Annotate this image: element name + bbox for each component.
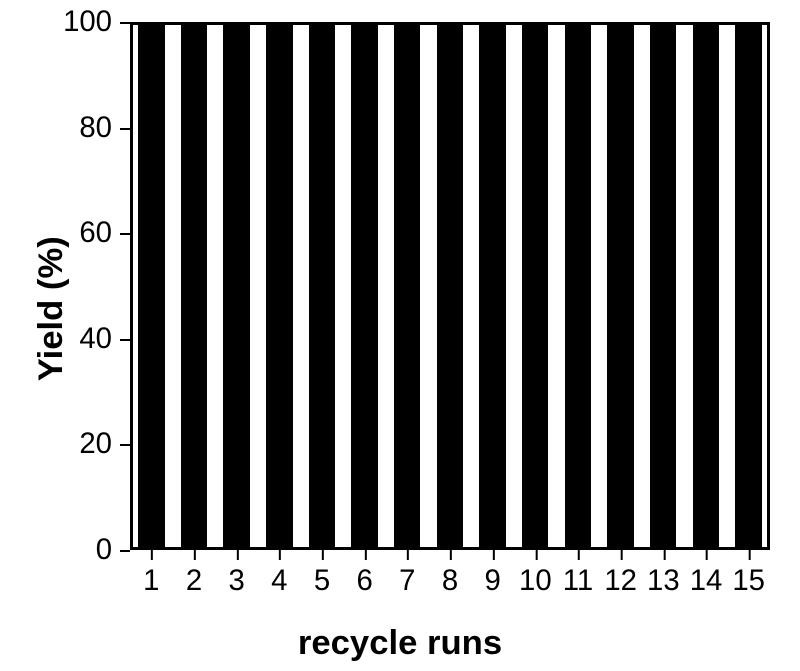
plot-area: 020406080100 123456789101112131415	[130, 22, 770, 550]
x-axis-label: recycle runs	[0, 624, 800, 663]
bars-container	[130, 22, 770, 550]
x-tick: 10	[519, 550, 552, 598]
bar	[181, 22, 207, 550]
x-tick: 3	[229, 550, 245, 598]
y-tick: 0	[96, 533, 130, 567]
y-tick: 80	[79, 111, 130, 145]
x-tick: 15	[732, 550, 765, 598]
bar	[309, 22, 335, 550]
bar	[394, 22, 420, 550]
bar	[138, 22, 164, 550]
x-tick: 13	[647, 550, 680, 598]
x-tick: 14	[690, 550, 723, 598]
x-tick: 2	[186, 550, 202, 598]
bar	[565, 22, 591, 550]
bar	[693, 22, 719, 550]
x-tick: 8	[442, 550, 458, 598]
y-tick: 40	[79, 322, 130, 356]
x-tick: 5	[314, 550, 330, 598]
bar	[351, 22, 377, 550]
y-tick: 20	[79, 427, 130, 461]
x-tick: 7	[399, 550, 415, 598]
y-tick: 60	[79, 216, 130, 250]
bar	[522, 22, 548, 550]
bar	[650, 22, 676, 550]
bar	[437, 22, 463, 550]
x-tick: 4	[271, 550, 287, 598]
bar	[607, 22, 633, 550]
bar	[479, 22, 505, 550]
x-tick: 9	[485, 550, 501, 598]
yield-bar-chart: Yield (%) recycle runs 020406080100 1234…	[0, 0, 800, 671]
x-tick: 11	[563, 550, 593, 598]
bar	[223, 22, 249, 550]
x-tick: 6	[357, 550, 373, 598]
x-tick: 12	[604, 550, 637, 598]
y-tick: 100	[63, 5, 130, 39]
bar	[735, 22, 761, 550]
x-tick: 1	[143, 550, 159, 598]
bar	[266, 22, 292, 550]
y-axis-label: Yield (%)	[32, 236, 71, 381]
